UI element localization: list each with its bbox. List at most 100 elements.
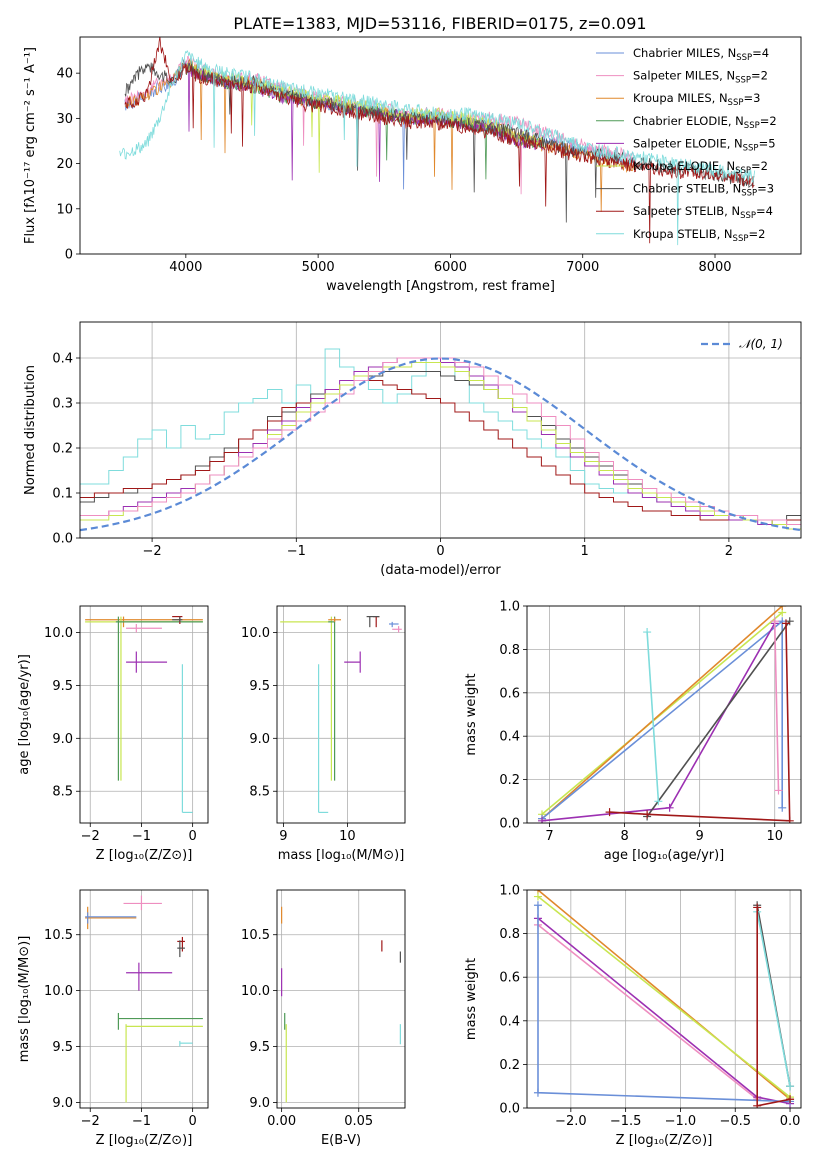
y-tick-label: 9.5 — [249, 1040, 270, 1055]
x-tick-label: −1 — [287, 544, 306, 559]
mass-weight-line — [646, 631, 660, 802]
y-tick-label: 9.5 — [52, 1040, 73, 1055]
histogram-step — [80, 380, 801, 525]
y-tick-label: 0.4 — [499, 1014, 520, 1029]
axes-frame — [276, 889, 406, 1109]
data-point — [643, 810, 652, 819]
x-tick-label: 0 — [188, 829, 196, 844]
data-point — [786, 1082, 795, 1091]
data-point — [665, 803, 674, 812]
data-point — [533, 1088, 542, 1097]
y-tick-label: 0.2 — [499, 1058, 520, 1073]
normal-curve — [80, 357, 801, 532]
x-tick-label: −2 — [81, 829, 100, 844]
x-tick-label: −2.0 — [555, 1114, 587, 1129]
y-tick-label: 10.5 — [241, 928, 270, 943]
plot-area — [533, 890, 795, 1108]
x-axis-label: Z [log₁₀(Z/Z⊙)] — [96, 1133, 193, 1148]
legend-label: Chabrier MILES, NSSP=4 — [633, 46, 769, 63]
plot-area — [280, 615, 402, 814]
axes-frame — [79, 605, 209, 824]
spectrum-panel: 4000 5000 6000 7000 8000 0 10 20 30 40 wavelength … — [23, 36, 802, 294]
z-mass-panel: −2 −1 0 9.0 9.5 10.0 10.5 Z [log₁₀(Z/Z⊙)] mass [… — [17, 889, 209, 1148]
mass-weight-line — [609, 623, 791, 822]
y-axis-label: age [log₁₀(age/yr)] — [17, 654, 32, 775]
y-axis-label: mass weight — [464, 958, 479, 1040]
x-tick-label: 4000 — [169, 260, 202, 275]
data-point — [778, 606, 787, 610]
x-tick-label: 2 — [725, 544, 733, 559]
y-tick-label: 10.0 — [44, 984, 73, 999]
z-age-panel: −2 −1 0 8.5 9.0 9.5 10.0 Z [log₁₀(Z/Z⊙)] age [lo… — [17, 605, 209, 863]
x-tick-label: 0.05 — [344, 1114, 373, 1129]
x-tick-label: 0 — [436, 544, 444, 559]
y-tick-label: 0.2 — [52, 442, 73, 457]
x-tick-label: −2 — [143, 544, 162, 559]
legend-label: Chabrier STELIB, NSSP=3 — [633, 182, 774, 199]
y-tick-label: 20 — [56, 157, 73, 172]
z-massweight-panel: −2.0 −1.5 −1.0 −0.5 0.0 0.0 0.2 0.4 0.6 0.8 1.0 Z [… — [464, 884, 802, 1148]
x-tick-label: −1 — [132, 829, 151, 844]
y-axis-label: Normed distribution — [23, 365, 38, 495]
y-tick-label: 8.5 — [52, 785, 73, 800]
axes-frame — [526, 605, 802, 824]
x-axis-label: age [log₁₀(age/yr)] — [604, 848, 725, 863]
mass-weight-line — [537, 924, 758, 1100]
y-axis-label: mass weight — [464, 673, 479, 755]
y-tick-label: 9.0 — [249, 732, 270, 747]
plot-area — [85, 615, 203, 814]
y-tick-label: 0.0 — [499, 817, 520, 832]
axes-frame — [79, 321, 802, 539]
x-tick-label: 0 — [188, 1114, 196, 1129]
y-tick-label: 9.5 — [52, 679, 73, 694]
x-tick-label: 9 — [279, 829, 287, 844]
x-tick-label: 7000 — [566, 260, 599, 275]
y-tick-label: 0.4 — [52, 352, 73, 367]
x-tick-label: −1.0 — [665, 1114, 697, 1129]
y-axis-label: Flux [fλ10⁻¹⁷ erg cm⁻² s⁻¹ A⁻¹] — [23, 47, 38, 244]
legend-label: Salpeter STELIB, NSSP=4 — [633, 204, 773, 221]
y-tick-label: 0.1 — [52, 487, 73, 502]
legend-label: Salpeter ELODIE, NSSP=5 — [633, 136, 776, 153]
x-axis-label: (data-model)/error — [380, 563, 501, 578]
figure-title: PLATE=1383, MJD=53116, FIBERID=0175, z=0… — [233, 14, 646, 33]
y-tick-label: 10.0 — [241, 984, 270, 999]
y-tick-label: 0.4 — [499, 730, 520, 745]
x-tick-label: 8000 — [698, 260, 731, 275]
mass-weight-line — [541, 606, 783, 820]
legend-label: Chabrier ELODIE, NSSP=2 — [633, 114, 777, 131]
y-tick-label: 0.0 — [499, 1102, 520, 1117]
mass-weight-line — [773, 621, 780, 791]
x-tick-label: 1 — [581, 544, 589, 559]
x-tick-label: 0.00 — [267, 1114, 296, 1129]
x-tick-label: −2 — [81, 1114, 100, 1129]
axes-frame — [526, 889, 802, 1109]
y-tick-label: 0.3 — [52, 397, 73, 412]
x-axis-label: wavelength [Angstrom, rest frame] — [326, 279, 555, 294]
histogram-step — [80, 357, 801, 525]
legend-label: Salpeter MILES, NSSP=2 — [633, 69, 768, 86]
data-point — [785, 816, 794, 823]
x-tick-label: −0.5 — [719, 1114, 751, 1129]
data-point — [774, 786, 783, 795]
data-point — [786, 1095, 795, 1104]
mass-weight-line — [537, 905, 791, 1103]
x-tick-label: 7 — [545, 829, 553, 844]
plot-area — [281, 906, 401, 1103]
mass-weight-line — [646, 620, 791, 817]
y-tick-label: 10.0 — [44, 626, 73, 641]
plot-area — [85, 895, 203, 1103]
legend-label: 𝒩(0, 1) — [739, 337, 783, 351]
data-point — [753, 1101, 762, 1108]
y-tick-label: 1.0 — [499, 884, 520, 899]
y-tick-label: 30 — [56, 112, 73, 127]
x-tick-label: 10 — [766, 829, 783, 844]
y-tick-label: 0.6 — [499, 686, 520, 701]
data-point — [533, 892, 542, 901]
y-tick-label: 9.0 — [52, 1096, 73, 1111]
y-tick-label: 0.8 — [499, 643, 520, 658]
y-tick-label: 10 — [56, 202, 73, 217]
data-point — [778, 803, 787, 812]
spectrum-line — [119, 50, 756, 246]
